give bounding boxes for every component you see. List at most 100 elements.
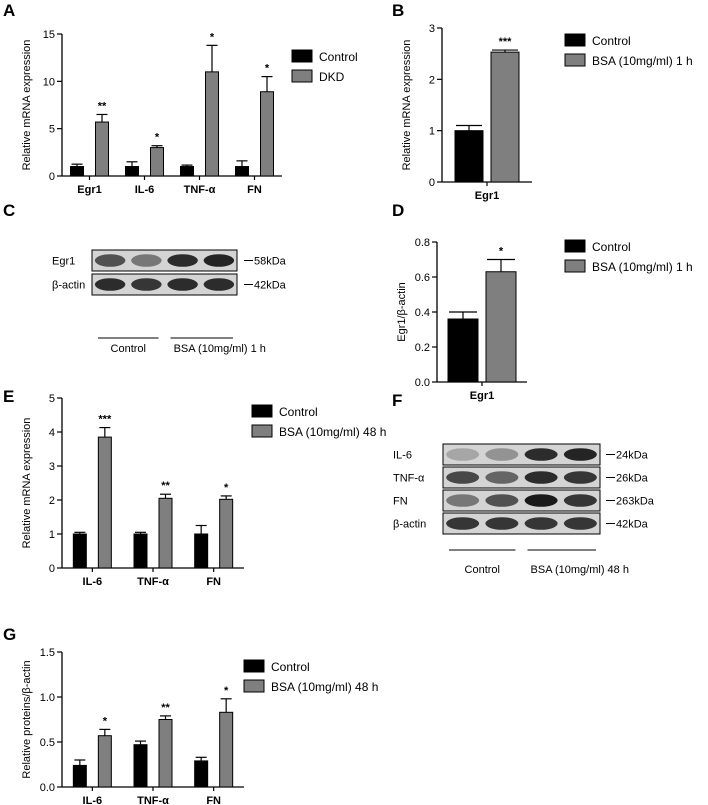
y-tick-label: 0.4 bbox=[415, 307, 430, 319]
y-axis-label: Relative mRNA expression bbox=[21, 418, 33, 549]
blot-band bbox=[131, 254, 162, 267]
blot-band bbox=[524, 448, 558, 461]
bar-treated bbox=[205, 71, 219, 177]
blot-strip bbox=[442, 489, 601, 512]
y-axis-label: Relative proteins/β-actin bbox=[21, 660, 33, 778]
legend-label: Control bbox=[592, 34, 631, 48]
legend-swatch bbox=[243, 679, 265, 693]
bar-treated bbox=[490, 51, 520, 183]
significance-marker: *** bbox=[499, 36, 513, 48]
legend-swatch bbox=[564, 259, 586, 273]
panel-label-g: G bbox=[3, 625, 16, 644]
y-tick-label: 0.2 bbox=[415, 342, 430, 354]
blot-band bbox=[203, 254, 235, 267]
chart-e: 0 1 2 3 4 5 Relative mRNA expression *** IL-6 ** T… bbox=[21, 393, 386, 588]
x-tick-label: TNF-α bbox=[137, 795, 169, 805]
y-tick-label: 1.0 bbox=[40, 692, 55, 704]
legend-label: BSA (10mg/ml) 1 h bbox=[592, 260, 693, 274]
bar-control bbox=[194, 533, 209, 569]
blot-row-label: IL-6 bbox=[393, 450, 412, 462]
blot-band bbox=[563, 448, 597, 461]
y-tick-label: 5 bbox=[49, 393, 55, 405]
bar-treated bbox=[158, 719, 173, 788]
legend-swatch bbox=[243, 659, 265, 673]
bar-control bbox=[180, 166, 194, 177]
legend-label: BSA (10mg/ml) 1 h bbox=[592, 54, 693, 68]
western-blot-f: IL-6 24kDa TNF-α 26kDa FN 263kDa β-actin 42kDa C… bbox=[393, 443, 655, 576]
blot-band bbox=[94, 278, 126, 291]
y-tick-label: 0 bbox=[429, 177, 435, 189]
size-marker-label: 24kDa bbox=[616, 450, 649, 462]
y-axis-label: Egr1/β-actin bbox=[396, 282, 408, 342]
y-tick-label: 15 bbox=[43, 29, 55, 41]
x-tick-label: FN bbox=[206, 576, 221, 588]
y-tick-label: 0.0 bbox=[40, 782, 55, 794]
significance-marker: ** bbox=[161, 702, 170, 714]
y-tick-label: 10 bbox=[43, 76, 55, 88]
legend-swatch bbox=[291, 69, 313, 83]
size-marker-label: 42kDa bbox=[616, 519, 649, 531]
bar-control bbox=[72, 533, 87, 569]
y-tick-label: 0.6 bbox=[415, 272, 430, 284]
significance-marker: * bbox=[103, 715, 108, 727]
y-tick-label: 2 bbox=[429, 74, 435, 86]
bar-treated bbox=[219, 711, 234, 788]
blot-band bbox=[485, 494, 519, 507]
y-axis-label: Relative mRNA expression bbox=[401, 40, 413, 171]
bar-treated bbox=[97, 436, 112, 569]
blot-band bbox=[563, 494, 597, 507]
legend-swatch bbox=[251, 404, 273, 418]
blot-strip bbox=[442, 466, 601, 489]
y-tick-label: 2 bbox=[49, 495, 55, 507]
y-tick-label: 1 bbox=[49, 529, 55, 541]
legend-label: Control bbox=[271, 660, 310, 674]
blot-band bbox=[203, 278, 235, 291]
significance-marker: ** bbox=[161, 480, 170, 492]
significance-marker: * bbox=[499, 246, 504, 258]
blot-band bbox=[167, 278, 198, 291]
panel-label-a: A bbox=[3, 1, 15, 20]
group-label: Control bbox=[465, 564, 500, 576]
bar-treated bbox=[485, 271, 517, 383]
blots-layer: Egr1 58kDa β-actin 42kDa Control BSA (10mg/ml… bbox=[52, 249, 655, 576]
x-tick-label: IL-6 bbox=[83, 795, 103, 805]
y-tick-label: 0.0 bbox=[415, 377, 430, 389]
bar-treated bbox=[158, 497, 173, 569]
x-tick-label: IL-6 bbox=[135, 184, 155, 196]
western-blot-c: Egr1 58kDa β-actin 42kDa Control BSA (10mg/ml… bbox=[52, 249, 287, 355]
blot-strip bbox=[91, 273, 238, 296]
legend-swatch bbox=[564, 239, 586, 253]
y-tick-label: 1.5 bbox=[40, 647, 55, 659]
bar-control bbox=[447, 318, 479, 383]
legend-swatch bbox=[291, 49, 313, 63]
legend-label: BSA (10mg/ml) 48 h bbox=[279, 425, 386, 439]
legend-swatch bbox=[251, 424, 273, 438]
y-tick-label: 5 bbox=[49, 124, 55, 136]
blot-row-label: β-actin bbox=[393, 519, 426, 531]
blot-band bbox=[167, 254, 198, 267]
x-tick-label: Egr1 bbox=[77, 184, 101, 196]
blot-band bbox=[524, 471, 558, 484]
significance-marker: * bbox=[265, 63, 270, 75]
significance-marker: ** bbox=[98, 100, 107, 112]
bar-control bbox=[133, 744, 148, 788]
bar-control bbox=[125, 166, 139, 177]
significance-marker: * bbox=[224, 685, 229, 697]
y-tick-label: 0.5 bbox=[40, 737, 55, 749]
x-tick-label: IL-6 bbox=[83, 576, 103, 588]
size-marker-label: 263kDa bbox=[616, 496, 655, 508]
panel-label-e: E bbox=[3, 387, 14, 406]
panel-label-d: D bbox=[392, 201, 404, 220]
bar-treated bbox=[95, 121, 109, 177]
x-tick-label: FN bbox=[247, 184, 262, 196]
blot-band bbox=[446, 494, 480, 507]
blot-band bbox=[485, 517, 519, 530]
blot-row-label: Egr1 bbox=[52, 256, 75, 268]
bar-treated bbox=[260, 91, 274, 177]
panel-label-c: C bbox=[3, 201, 15, 220]
chart-g: 0.0 0.5 1.0 1.5 Relative proteins/β-actin * IL… bbox=[21, 647, 378, 805]
bar-control bbox=[70, 166, 84, 177]
blot-row-label: TNF-α bbox=[393, 473, 425, 485]
x-tick-label: TNF-α bbox=[184, 184, 216, 196]
blot-strip bbox=[442, 512, 601, 535]
